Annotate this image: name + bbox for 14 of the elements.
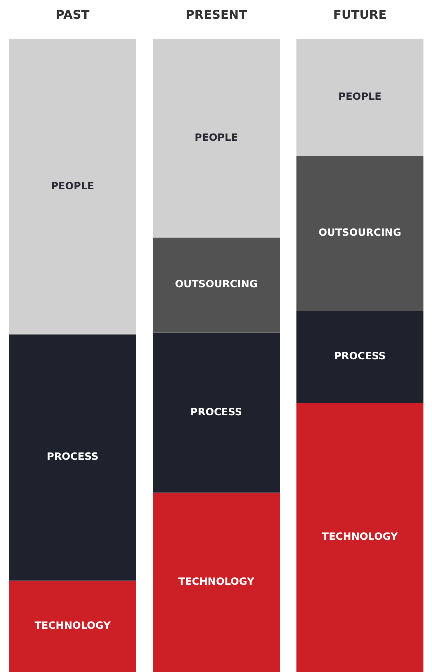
text: TECHNOLOGY xyxy=(178,576,254,588)
x-tick-label: FUTURE xyxy=(334,8,387,22)
x-tick-label: PRESENT xyxy=(186,8,248,22)
series-label: PROCESS xyxy=(190,407,242,418)
text: TECHNOLOGY xyxy=(34,620,111,632)
x-tick-label: PAST xyxy=(56,8,91,22)
series-label: PEOPLE xyxy=(51,181,95,192)
text: PEOPLE xyxy=(338,92,382,104)
text: PEOPLE xyxy=(194,132,238,144)
text: OUTSOURCING xyxy=(318,228,402,240)
text: PROCESS xyxy=(47,452,99,464)
text: PROCESS xyxy=(334,352,386,363)
series-label: OUTSOURCING xyxy=(175,280,258,291)
series-label: TECHNOLOGY xyxy=(322,532,399,543)
